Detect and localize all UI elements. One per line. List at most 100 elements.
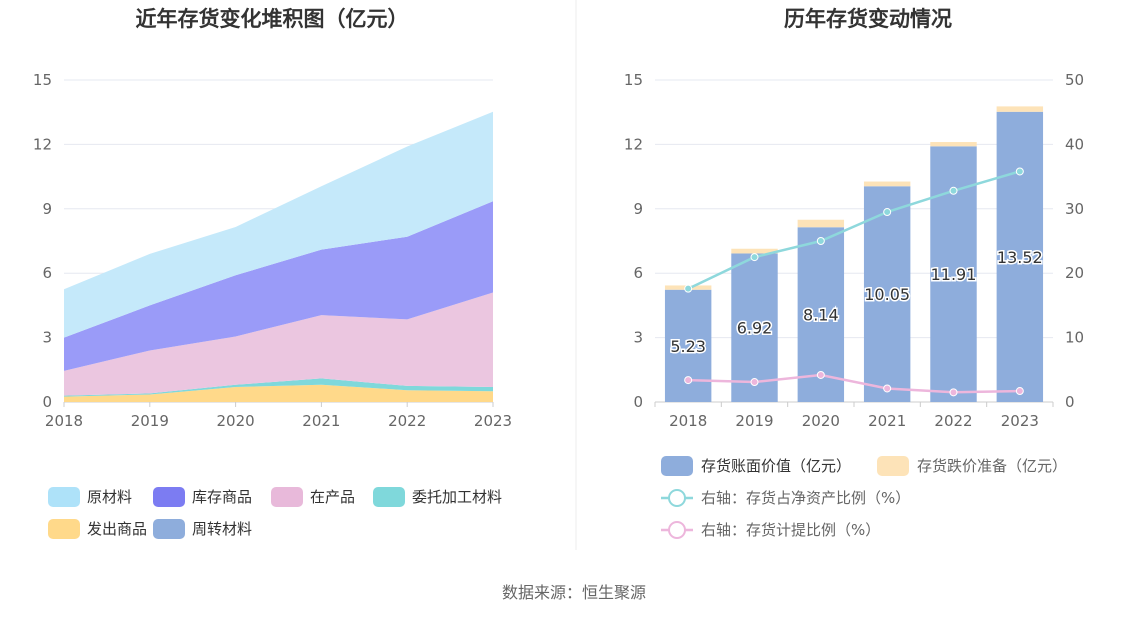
bar-impairment-reserve [930,142,977,147]
bar-impairment-reserve [863,181,911,187]
bar-book-value [731,253,778,402]
left-legend-label[interactable]: 周转材料 [192,520,252,538]
area-1 [64,384,493,402]
line-provision-ratio [688,373,1020,394]
right-y2-tick-label: 20 [1065,264,1084,282]
right-y-tick-label: 15 [624,71,643,89]
line-point [1015,167,1024,176]
bar-value-label: 5.23 [670,337,706,356]
right-y-tick-label: 6 [633,264,643,282]
left-x-tick-label: 2018 [45,412,83,430]
left-x-tick-label: 2019 [131,412,169,430]
line-point [750,253,759,262]
left-x-tick-label: 2023 [474,412,512,430]
line-point [684,284,693,293]
line-point [684,376,693,385]
left-legend-label[interactable]: 发出商品 [87,520,147,538]
right-legend-marker[interactable] [668,489,686,507]
left-legend-label[interactable]: 委托加工材料 [412,488,502,506]
line-point [1015,387,1024,396]
left-y-tick-label: 15 [33,71,52,89]
bar-impairment-reserve [797,219,845,228]
left-legend-swatch[interactable] [48,487,80,507]
bar-value-label: 10.05 [864,285,910,304]
left-legend-swatch[interactable] [153,519,185,539]
bar-book-value [863,186,911,402]
right-y-axis-left: 0 3 6 9 12 15 [624,71,643,411]
line-inventory-to-net-assets [687,170,1021,290]
left-legend-swatch[interactable] [153,487,185,507]
bar-line-chart: 历年存货变动情况 5.23 6.92 8.14 10.05 11.91 13.52 0 3 6… [624,7,1084,539]
line-point [816,237,825,245]
area-4 [64,201,493,371]
right-legend-swatch[interactable] [661,456,693,476]
line-point [949,186,958,195]
line-point [883,208,892,217]
bar-value-label: 6.92 [737,319,773,338]
area-3 [64,292,493,396]
right-y2-tick-label: 40 [1065,135,1084,153]
left-legend-label[interactable]: 原材料 [87,488,132,506]
area-6 [64,111,493,338]
right-legend-marker[interactable] [668,521,686,539]
right-lines [684,167,1024,397]
right-x-tick-label: 2018 [669,412,707,430]
bar-value-label: 13.52 [997,248,1043,267]
right-legend-label[interactable]: 存货账面价值（亿元） [701,457,851,475]
left-y-axis: 0 3 6 9 12 15 [33,71,52,411]
left-legend-swatch[interactable] [373,487,405,507]
left-legend-swatch[interactable] [271,487,303,507]
right-y-tick-label: 3 [633,329,643,347]
right-legend-label[interactable]: 右轴：存货占净资产比例（%） [701,489,910,507]
line-point [949,388,958,397]
left-y-tick-label: 6 [42,264,52,282]
left-legend-label[interactable]: 库存商品 [192,488,252,506]
right-y-tick-label: 9 [633,200,643,218]
line-point [816,370,825,379]
right-y-tick-label: 12 [624,135,643,153]
right-bar-labels: 5.23 6.92 8.14 10.05 11.91 13.52 [669,246,1044,357]
data-source: 数据来源：恒生聚源 [502,583,646,602]
left-areas [64,111,493,402]
right-bars [664,106,1044,403]
left-y-tick-label: 9 [42,200,52,218]
left-y-tick-label: 0 [42,393,52,411]
right-legend-label[interactable]: 存货跌价准备（亿元） [917,457,1067,475]
left-y-tick-label: 12 [33,135,52,153]
left-x-tick-label: 2022 [388,412,426,430]
left-x-axis: 2018 2019 2020 2021 2022 2023 [45,402,512,430]
right-x-tick-label: 2022 [934,412,972,430]
bar-impairment-reserve [731,248,778,254]
right-x-tick-label: 2023 [1001,412,1039,430]
right-y2-tick-label: 10 [1065,329,1084,347]
right-grid [655,79,1053,403]
left-legend-swatch[interactable] [48,519,80,539]
left-chart-title: 近年存货变化堆积图（亿元） [136,7,409,31]
area-2 [64,378,493,397]
right-chart-title: 历年存货变动情况 [784,7,952,31]
line-point [750,378,759,387]
line-point [883,384,892,393]
bar-value-label: 8.14 [803,306,839,325]
right-legend-swatch[interactable] [877,456,909,476]
right-legend-label[interactable]: 右轴：存货计提比例（%） [701,521,880,539]
left-x-tick-label: 2021 [302,412,340,430]
right-x-tick-label: 2021 [868,412,906,430]
right-y-axis-right: 0 10 20 30 40 50 [1065,71,1084,411]
bar-impairment-reserve [996,106,1044,112]
bar-book-value [996,111,1044,403]
left-x-tick-label: 2020 [217,412,255,430]
right-y2-tick-label: 0 [1065,393,1075,411]
right-legend: 存货账面价值（亿元） 存货跌价准备（亿元） 右轴：存货占净资产比例（%） 右轴：存货计… [661,456,1067,539]
left-legend-label[interactable]: 在产品 [310,488,355,506]
right-y-tick-label: 0 [633,393,643,411]
right-y2-tick-label: 50 [1065,71,1084,89]
right-x-tick-label: 2020 [802,412,840,430]
right-x-tick-label: 2019 [735,412,773,430]
right-y2-tick-label: 30 [1065,200,1084,218]
left-y-tick-label: 3 [42,329,52,347]
